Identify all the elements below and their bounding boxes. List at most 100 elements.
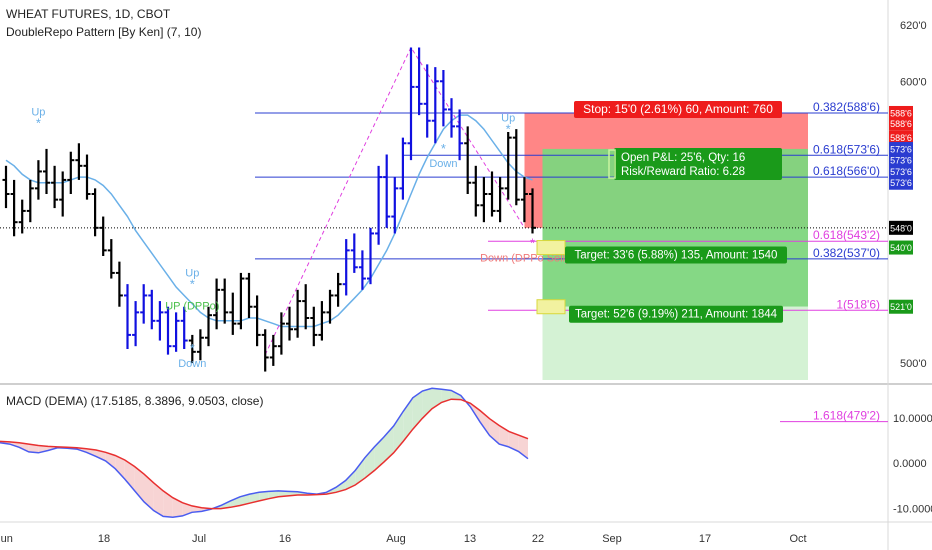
- price-tag-label: 588'6: [890, 108, 912, 118]
- price-tick-label: 600'0: [900, 76, 927, 88]
- ohlc-bar: [334, 272, 342, 307]
- signal-star-icon: *: [36, 116, 41, 131]
- signal-star-icon: *: [441, 141, 446, 156]
- price-tag: [889, 116, 913, 131]
- macd-fill: [19, 442, 29, 452]
- target2-label-box: [569, 305, 783, 323]
- ohlc-bar: [229, 292, 237, 335]
- stop-label: Stop: 15'0 (2.61%) 60, Amount: 760: [583, 102, 773, 116]
- macd-fill: [249, 492, 260, 504]
- ohlc-bar: [375, 165, 383, 245]
- ohlc-bar: [10, 179, 18, 237]
- ohlc-bar: [399, 137, 407, 200]
- macd-fill: [115, 455, 125, 480]
- ohlc-bar: [415, 47, 423, 116]
- ohlc-bar: [18, 199, 26, 234]
- ohlc-bar: [51, 165, 59, 209]
- ohlc-bar: [213, 278, 221, 330]
- macd-fill: [489, 418, 500, 445]
- risk-reward-label: Risk/Reward Ratio: 6.28: [621, 166, 745, 178]
- ohlc-bar: [431, 67, 439, 144]
- price-tag-label: 573'6: [890, 156, 912, 166]
- ohlc-bar: [261, 329, 269, 372]
- target1-handle: [536, 240, 566, 256]
- ohlc-bar: [132, 301, 140, 347]
- price-tag: [889, 130, 913, 145]
- macd-tick-label: 10.0000: [893, 413, 932, 425]
- zigzag-path: [264, 46, 525, 355]
- signal-star-icon: *: [506, 121, 511, 136]
- signal-label-down: Down: [178, 358, 206, 370]
- fib-label: 0.618(573'6): [813, 142, 880, 156]
- ohlc-bar: [237, 272, 245, 330]
- time-tick-label: Oct: [789, 533, 806, 545]
- ohlc-bar: [342, 239, 350, 296]
- ma-path: [5, 114, 533, 328]
- macd-fill: [240, 494, 250, 506]
- ohlc-bar: [439, 70, 447, 127]
- pnl-label-box: [614, 148, 782, 180]
- macd-title[interactable]: MACD (DEMA) (17.5185, 8.3896, 9.0503, cl…: [6, 394, 263, 408]
- ohlc-bar: [350, 233, 358, 273]
- price-tag-label: 588'6: [890, 133, 912, 143]
- ohlc-bar: [310, 306, 318, 347]
- macd-fill: [499, 425, 509, 447]
- ohlc-bar: [277, 312, 285, 355]
- ohlc-bar: [391, 177, 399, 234]
- price-tick-label: 620'0: [900, 20, 927, 32]
- signal-line: [0, 398, 529, 510]
- ohlc-bar: [318, 301, 326, 341]
- macd-axis[interactable]: 10.0000 0.0000 -10.0000: [893, 413, 932, 516]
- ohlc-bar: [269, 334, 277, 366]
- macd-fill: [144, 474, 154, 511]
- signal-star-icon: *: [530, 235, 535, 250]
- price-axis[interactable]: 620'0600'0500'0588'6588'6588'6573'6573'6…: [889, 20, 927, 370]
- ohlc-bar: [172, 312, 180, 352]
- ohlc-bar: [496, 177, 504, 223]
- ohlc-bar: [464, 126, 472, 194]
- time-tick-label: 17: [699, 533, 711, 545]
- pattern-zigzag: [264, 46, 525, 355]
- signal-label-pattern: UP (DPPo): [165, 301, 219, 313]
- ohlc-bar: [205, 306, 212, 347]
- price-tag: [889, 299, 913, 314]
- position-labels[interactable]: Stop: 15'0 (2.61%) 60, Amount: 760 Open P…: [536, 101, 787, 323]
- ohlc-bar: [383, 154, 391, 228]
- macd-fill: [364, 446, 375, 479]
- ohlc-bar: [43, 148, 50, 194]
- time-tick-label: 13: [464, 533, 476, 545]
- signal-label-up: Up: [31, 107, 45, 119]
- price-tag-label: 521'0: [890, 302, 912, 312]
- ohlc-bar: [488, 171, 496, 217]
- ohlc-bar: [472, 165, 480, 217]
- fib-label: 1(518'6): [836, 297, 880, 311]
- ohlc-bar: [83, 154, 91, 200]
- macd-fill: [172, 497, 183, 518]
- ohlc-bar: [286, 306, 293, 341]
- macd-plot: [0, 387, 529, 519]
- ohlc-bar: [180, 306, 188, 349]
- ohlc-bars[interactable]: [2, 47, 537, 372]
- macd-fill: [412, 390, 423, 430]
- ohlc-bar: [221, 278, 229, 324]
- ohlc-bar: [326, 289, 334, 324]
- ohlc-bar: [140, 284, 148, 324]
- ohlc-bar: [156, 301, 164, 341]
- macd-fill: [86, 448, 96, 457]
- indicator-title[interactable]: DoubleRepo Pattern [By Ken] (7, 10): [6, 25, 201, 39]
- time-tick-label: Aug: [386, 533, 406, 545]
- time-axis[interactable]: Jun 18 Jul 16 Aug 13 22 Sep 17 Oct: [0, 533, 807, 545]
- pnl-label-handle: [608, 149, 616, 179]
- ohlc-bar: [456, 109, 464, 161]
- price-tag-label: 540'0: [890, 243, 912, 253]
- macd-fill: [393, 411, 404, 453]
- macd-fill: [163, 490, 173, 518]
- macd-fill: [355, 457, 365, 486]
- price-tag: [889, 105, 913, 120]
- ohlc-bar: [423, 64, 431, 138]
- fib-label: 0.382(537'0): [813, 246, 880, 260]
- price-tag: [889, 175, 913, 190]
- signal-annotations: Up*Up*Up*Down*Down*UP (DPPo)Down (DPPo S…: [31, 107, 568, 370]
